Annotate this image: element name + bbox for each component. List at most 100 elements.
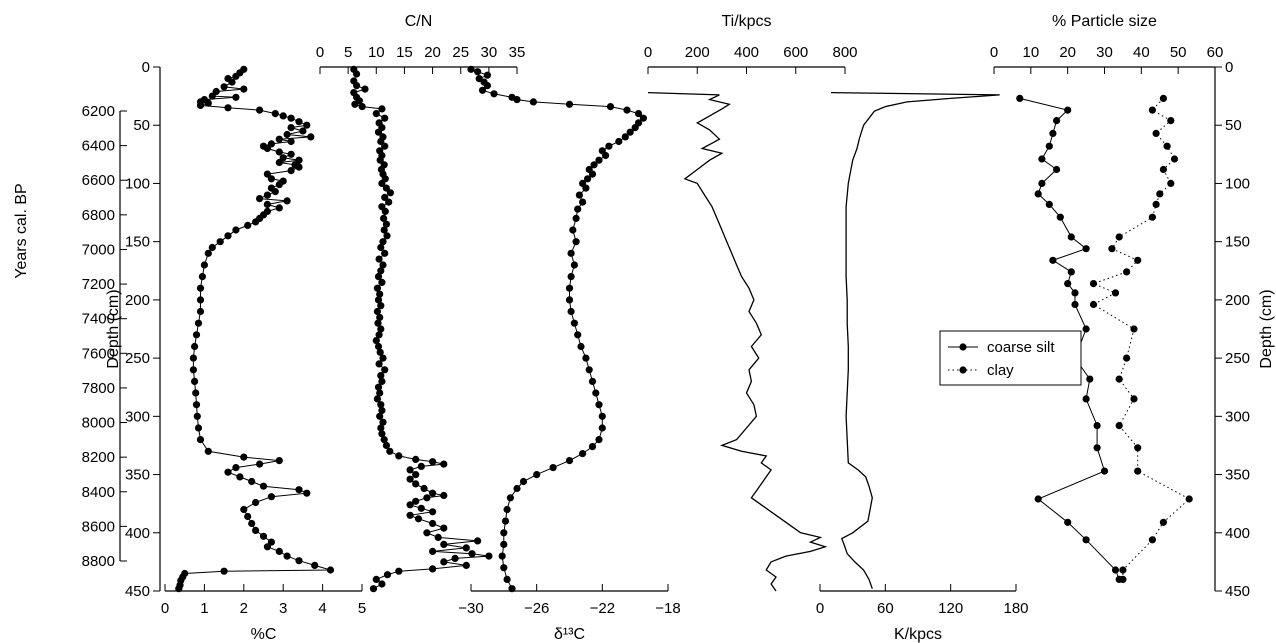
data-point xyxy=(520,478,527,485)
data-point xyxy=(1160,95,1167,102)
data-point xyxy=(256,461,263,468)
data-point xyxy=(500,529,507,536)
data-point xyxy=(1167,180,1174,187)
data-point xyxy=(1057,214,1064,221)
data-point xyxy=(421,485,428,492)
x-tick-label: 400 xyxy=(734,44,759,61)
x-tick-label: −18 xyxy=(655,600,680,617)
data-point xyxy=(284,553,291,560)
data-point xyxy=(435,534,442,541)
data-point xyxy=(474,68,481,75)
data-point xyxy=(307,133,314,140)
data-point xyxy=(191,343,198,350)
data-point xyxy=(415,515,422,522)
data-point xyxy=(276,548,283,555)
data-point xyxy=(280,112,287,119)
data-point xyxy=(429,565,436,572)
x-tick-label: 5 xyxy=(358,600,366,617)
data-point xyxy=(197,308,204,315)
data-point xyxy=(264,543,271,550)
x-tick-label: 0 xyxy=(644,44,652,61)
data-point xyxy=(566,296,573,303)
data-point xyxy=(1068,233,1075,240)
data-point xyxy=(244,222,251,229)
data-point xyxy=(228,79,235,86)
data-point xyxy=(452,555,459,562)
data-point xyxy=(376,360,383,367)
years-tick-label: 8000 xyxy=(82,415,115,432)
series-line xyxy=(648,93,825,591)
data-point xyxy=(423,529,430,536)
data-point xyxy=(209,93,216,100)
data-point xyxy=(468,550,475,557)
depth-tick-label: 0 xyxy=(142,59,150,76)
depth-tick-label: 300 xyxy=(1225,408,1250,425)
data-point xyxy=(248,520,255,527)
data-point xyxy=(373,110,380,117)
x-tick-label: 120 xyxy=(938,600,963,617)
x-tick-label: 4 xyxy=(318,600,326,617)
data-point xyxy=(574,331,581,338)
data-point xyxy=(1123,268,1130,275)
data-point xyxy=(175,585,182,592)
data-point xyxy=(1068,268,1075,275)
data-point xyxy=(240,86,247,93)
data-point xyxy=(276,181,283,188)
data-point xyxy=(579,450,586,457)
depth-tick-label: 400 xyxy=(1225,525,1250,542)
data-point xyxy=(240,506,247,513)
data-point xyxy=(1035,495,1042,502)
x-tick-label: 800 xyxy=(832,44,857,61)
data-point xyxy=(385,199,392,206)
data-point xyxy=(429,520,436,527)
data-point xyxy=(387,189,394,196)
data-point xyxy=(260,483,267,490)
x-tick-label: 0 xyxy=(316,44,324,61)
x-tick-label: 60 xyxy=(1207,44,1224,61)
data-point xyxy=(197,102,204,109)
data-point xyxy=(1156,190,1163,197)
data-point xyxy=(295,557,302,564)
data-point xyxy=(1153,201,1160,208)
data-point xyxy=(311,562,318,569)
data-point xyxy=(197,436,204,443)
data-point xyxy=(268,493,275,500)
years-tick-label: 8600 xyxy=(82,518,115,535)
x-tick-label: 0 xyxy=(816,600,824,617)
data-point xyxy=(1035,190,1042,197)
data-point xyxy=(244,513,251,520)
data-point xyxy=(602,152,609,159)
data-point xyxy=(1108,245,1115,252)
data-point xyxy=(370,585,377,592)
years-axis-title: Years cal. BP xyxy=(13,183,30,278)
data-point xyxy=(1071,289,1078,296)
data-point xyxy=(412,471,419,478)
x-tick-label: 0 xyxy=(990,44,998,61)
data-point xyxy=(412,480,419,487)
x-tick-label: 2 xyxy=(240,600,248,617)
data-point xyxy=(1119,576,1126,583)
depth-tick-label: 100 xyxy=(125,175,150,192)
years-tick-label: 8800 xyxy=(82,553,115,570)
data-point xyxy=(299,127,306,134)
depth-tick-label: 150 xyxy=(1225,234,1250,251)
data-point xyxy=(508,585,515,592)
x-tick-label: 1 xyxy=(200,600,208,617)
data-point xyxy=(499,553,506,560)
data-point xyxy=(513,485,520,492)
data-point xyxy=(1134,444,1141,451)
data-point xyxy=(463,562,470,569)
data-point xyxy=(605,143,612,150)
data-point xyxy=(236,473,243,480)
x-tick-label: −30 xyxy=(458,600,483,617)
years-tick-label: 6800 xyxy=(82,207,115,224)
data-point xyxy=(272,110,279,117)
data-point xyxy=(1064,280,1071,287)
depth-tick-label: 200 xyxy=(125,292,150,309)
data-point xyxy=(276,457,283,464)
data-point xyxy=(1094,444,1101,451)
data-point xyxy=(373,576,380,583)
depth-tick-label: 50 xyxy=(1225,117,1242,134)
data-point xyxy=(566,101,573,108)
data-point xyxy=(382,208,389,215)
